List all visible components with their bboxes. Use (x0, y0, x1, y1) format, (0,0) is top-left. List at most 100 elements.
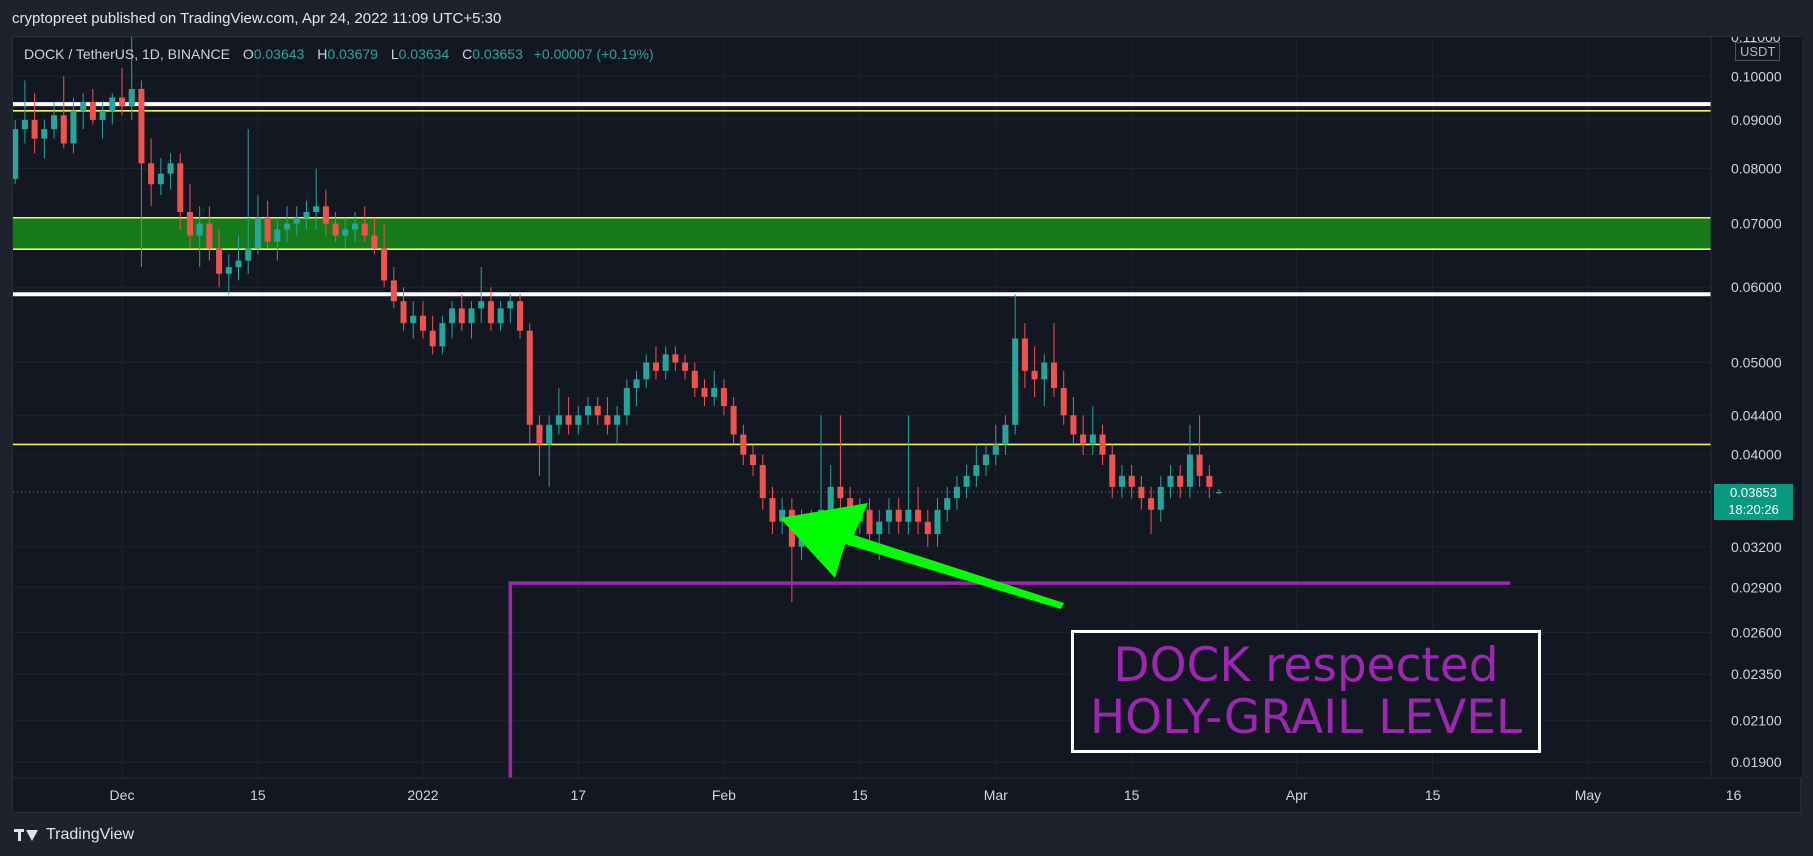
candle-body (1186, 454, 1193, 487)
candle-body (759, 465, 766, 499)
candle-body (691, 370, 698, 389)
time-tick-label: Mar (984, 787, 1008, 803)
candle-body (1060, 388, 1067, 416)
candle-body (633, 379, 640, 389)
candle-body (109, 97, 116, 111)
price-tick-label: 0.04000 (1731, 447, 1782, 463)
current-price-label: 0.03653 (1730, 485, 1777, 500)
candle-body (1167, 475, 1174, 487)
candle-body (769, 498, 776, 522)
candle-body (264, 217, 271, 242)
ohlc-legend: DOCK / TetherUS, 1D, BINANCE O0.03643 H0… (24, 46, 654, 62)
candle-body (604, 415, 611, 425)
candle-body (177, 163, 184, 212)
candle-body (876, 521, 883, 535)
change-value: +0.00007 (+0.19%) (533, 46, 654, 62)
currency-unit[interactable]: USDT (1735, 42, 1781, 61)
tradingview-logo[interactable]: TradingView (14, 826, 134, 844)
low-label: L (390, 46, 399, 62)
price-tick-label: 0.06000 (1731, 279, 1782, 295)
candle-body (458, 308, 465, 324)
candle-body (89, 101, 96, 120)
candle-body (99, 110, 106, 120)
candle-body (1089, 434, 1096, 445)
candle-body (740, 434, 747, 455)
candle-body (31, 119, 38, 139)
candle-body (342, 229, 349, 236)
close-label: C (462, 46, 473, 62)
annotation-line-1: DOCK respected (1113, 637, 1499, 693)
candle-body (1109, 454, 1116, 487)
candle-body (13, 129, 19, 179)
candle-body (128, 88, 135, 107)
low-value: 0.03634 (398, 46, 450, 62)
symbol-label[interactable]: DOCK / TetherUS, 1D, BINANCE (24, 46, 230, 62)
candle-body (487, 301, 494, 324)
candle-body (1138, 486, 1145, 499)
candle-body (944, 498, 951, 510)
candle-body (507, 301, 514, 309)
time-tick-label: 15 (1124, 787, 1140, 803)
holy-grail-level-line (508, 581, 1511, 778)
candle-body (254, 217, 261, 248)
candle-body (138, 88, 145, 164)
time-tick-label: 17 (571, 787, 587, 803)
candle-body (555, 415, 562, 425)
time-tick-label: May (1575, 787, 1601, 803)
candle-body (584, 406, 592, 416)
high-label: H (317, 46, 328, 62)
candle-body (478, 301, 485, 309)
high-value: 0.03679 (327, 46, 378, 62)
annotation-box[interactable]: DOCK respected HOLY-GRAIL LEVEL (1071, 630, 1541, 753)
candle-body (118, 97, 126, 107)
candle-body (1070, 415, 1077, 435)
candle-body (303, 211, 310, 218)
publish-info: cryptopreet published on TradingView.com… (12, 10, 502, 27)
candle-body (565, 415, 572, 425)
candle-body (1080, 434, 1087, 445)
price-tick-label: 0.04400 (1731, 407, 1782, 423)
price-tick-label: 0.09000 (1731, 112, 1782, 128)
candle-body (1021, 338, 1028, 371)
candle-body (157, 173, 164, 185)
candle-body (21, 119, 28, 130)
candle-body (750, 454, 757, 466)
candle-body (206, 223, 213, 248)
candle-body (526, 330, 533, 425)
candle-body (245, 247, 252, 261)
candle-body (1050, 362, 1058, 389)
candle-body (1157, 486, 1164, 510)
candle-body (662, 354, 669, 371)
candle-body (905, 509, 912, 522)
price-tick-label: 0.10000 (1731, 68, 1782, 84)
candle-body (293, 217, 300, 224)
candle-body (216, 247, 223, 274)
tradingview-logo-icon (14, 827, 40, 843)
candle-body (148, 163, 155, 185)
candle-body (332, 223, 339, 236)
candle-body (1099, 434, 1106, 455)
candle-body (322, 206, 329, 224)
time-tick-label: Dec (110, 787, 135, 803)
price-tick-label: 0.08000 (1731, 160, 1782, 176)
candle-body (196, 223, 203, 236)
price-tick-label: 0.05000 (1731, 355, 1782, 371)
candle-body (361, 223, 368, 236)
candle-body (682, 362, 689, 371)
candle-body (652, 362, 659, 371)
chart-pane[interactable]: 0.11000 0.10000 0.09000 0.08000 0.07000 0.060… (12, 36, 1802, 814)
candle-body (51, 115, 58, 130)
price-tick-label: 0.02900 (1731, 579, 1782, 595)
candle-body (70, 110, 77, 144)
price-tick-label: 0.01900 (1731, 754, 1782, 770)
candle-body (1148, 498, 1155, 510)
candle-body (711, 388, 718, 397)
candle-body (429, 330, 436, 347)
candle-body (536, 424, 543, 445)
candle-body (779, 509, 786, 522)
candle-body (371, 235, 378, 248)
candle-body (235, 260, 242, 268)
chart-canvas[interactable]: 0.11000 0.10000 0.09000 0.08000 0.07000 0.060… (13, 37, 1802, 814)
candle-body (614, 415, 621, 425)
candle-body (60, 115, 67, 144)
